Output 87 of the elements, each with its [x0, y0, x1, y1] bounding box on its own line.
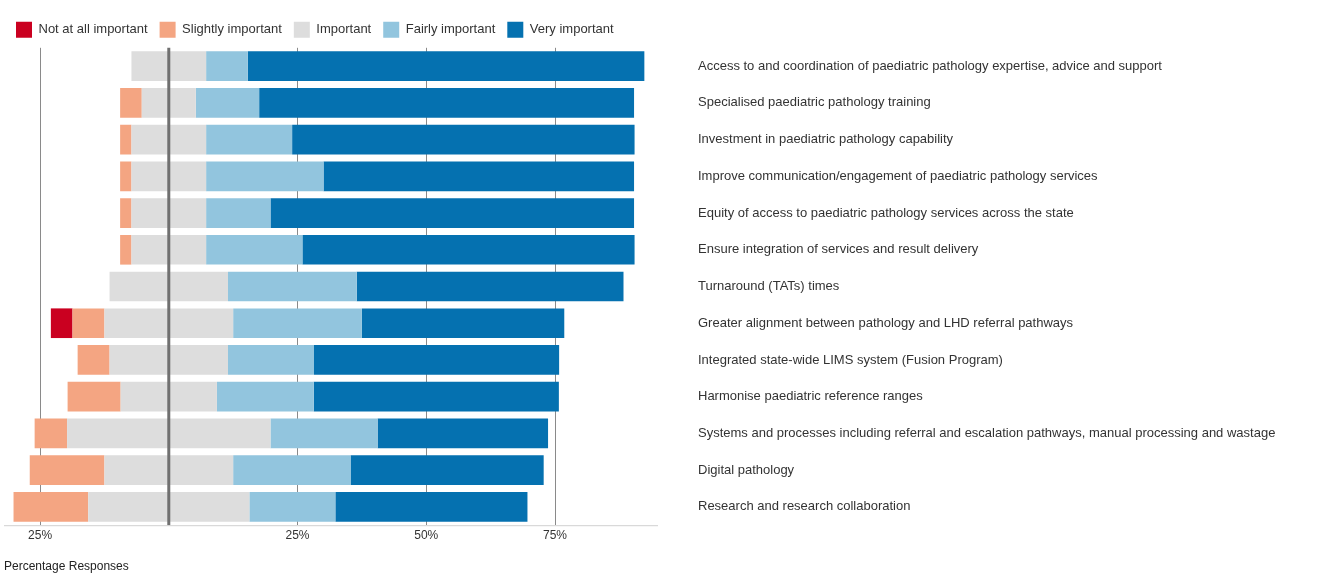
bar: [131, 234, 169, 265]
bar: [292, 124, 635, 155]
bar: [350, 455, 544, 485]
bar: [356, 271, 624, 302]
y-tick-label: Digital pathology: [698, 461, 795, 477]
bar: [131, 51, 169, 81]
bar: [361, 308, 565, 339]
y-tick-label: Systems and processes including referral and escalation pathways, manual processing and wastage: [698, 424, 1276, 440]
bar: [302, 234, 635, 265]
bar: [168, 234, 207, 265]
bar: [67, 418, 169, 449]
x-tick-label: 75%: [542, 527, 568, 542]
bar: [377, 418, 549, 449]
bar: [13, 492, 89, 522]
bar: [120, 234, 132, 265]
y-tick-label: Equity of access to paediatric pathology services across the state: [698, 204, 1074, 220]
bar: [270, 418, 378, 449]
bar: [168, 161, 207, 192]
bar: [270, 198, 635, 228]
bar: [313, 381, 559, 412]
legend-label: Very important: [529, 21, 615, 37]
bar: [104, 308, 169, 339]
y-tick-label: Access to and coordination of paediatric pathology expertise, advice and support: [698, 57, 1163, 73]
bar: [168, 124, 207, 155]
bar: [168, 381, 217, 412]
y-tick-label: Ensure integration of services and result delivery: [698, 241, 979, 257]
y-tick-label: Turnaround (TATs) times: [698, 278, 840, 294]
bar: [120, 161, 132, 192]
bar: [314, 345, 560, 375]
bar: [120, 124, 132, 155]
x-tick-label: 25%: [285, 527, 310, 542]
bar: [131, 198, 169, 228]
bar: [206, 198, 271, 228]
bar: [195, 88, 260, 118]
x-axis-title: Percentage Responses: [4, 559, 129, 574]
bar: [29, 455, 105, 485]
bar: [249, 492, 336, 522]
y-tick-label: Harmonise paediatric reference ranges: [698, 388, 924, 404]
bar: [141, 88, 169, 118]
legend-label: Not at all important: [38, 21, 148, 37]
y-tick-label: Improve communication/engagement of paediatric pathology services: [698, 167, 1099, 183]
y-tick-label: Greater alignment between pathology and LHD referral pathways: [698, 314, 1074, 330]
legend-label: Important: [316, 21, 372, 37]
bar: [206, 161, 324, 192]
legend-label: Slightly important: [182, 21, 283, 37]
bar: [335, 492, 528, 522]
bar: [168, 308, 234, 339]
bar: [104, 455, 169, 485]
bar: [131, 161, 169, 192]
y-tick-label: Integrated state-wide LIMS system (Fusion Program): [698, 351, 1003, 367]
bar: [168, 418, 271, 449]
bar: [72, 308, 105, 339]
bar: [168, 492, 250, 522]
legend-label: Fairly important: [405, 21, 496, 37]
bar: [206, 234, 303, 265]
bar: [109, 345, 169, 375]
x-tick-label: 25%: [28, 527, 53, 542]
bar: [67, 381, 121, 412]
bar: [109, 271, 169, 302]
bar: [120, 381, 169, 412]
bar: [233, 308, 362, 339]
bar: [50, 308, 73, 339]
bar: [206, 124, 293, 155]
bar: [120, 88, 142, 118]
bar: [233, 455, 351, 485]
bar: [168, 198, 207, 228]
bar: [168, 345, 229, 375]
bar: [168, 271, 229, 302]
y-tick-label: Investment in paediatric pathology capability: [698, 131, 954, 147]
bar: [216, 381, 314, 412]
bar: [168, 88, 196, 118]
bar: [88, 492, 169, 522]
y-tick-label: Specialised paediatric pathology training: [698, 94, 931, 110]
bar: [247, 51, 645, 81]
bar: [77, 345, 110, 375]
bar: [323, 161, 635, 192]
bar: [131, 124, 169, 155]
x-tick-label: 50%: [414, 527, 439, 542]
bar: [34, 418, 68, 449]
bar: [259, 88, 635, 118]
y-tick-label: Research and research collaboration: [698, 498, 911, 514]
bar: [168, 51, 207, 81]
bar: [120, 198, 132, 228]
bar: [168, 455, 234, 485]
bar: [228, 345, 315, 375]
bar: [206, 51, 248, 81]
bar: [228, 271, 357, 302]
